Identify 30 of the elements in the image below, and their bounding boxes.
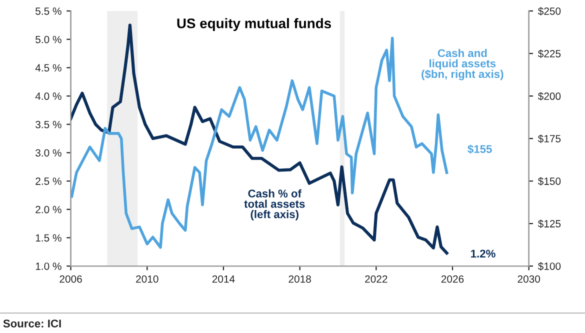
y2-tick-label: $100: [538, 262, 561, 271]
y-tick-label: 3.5 %: [36, 120, 62, 128]
y-tick-label: 2.0 %: [36, 206, 62, 214]
y-tick-label: 5.0 %: [36, 36, 62, 44]
y-tick-label: 3.0 %: [36, 149, 62, 157]
source-note: Source: ICI: [3, 320, 61, 328]
annotation: Cash % of total assets (left axis): [244, 189, 305, 220]
y-tick-label: 2.5 %: [36, 178, 62, 185]
y-tick-label: 4.5 %: [35, 64, 62, 72]
y-tick-label: 5.5 %: [36, 8, 62, 15]
x-tick-label: 2026: [441, 275, 464, 283]
y-tick-label: 1.5 %: [36, 234, 62, 242]
x-tick-label: 2010: [136, 275, 158, 283]
x-tick-label: 2018: [288, 275, 311, 283]
y2-tick-label: $175: [538, 134, 561, 144]
y2-tick-label: $200: [538, 92, 561, 101]
y2-tick-label: $250: [538, 7, 561, 16]
x-tick-label: 2014: [212, 275, 235, 283]
y-tick-label: 4.0 %: [35, 92, 62, 100]
x-tick-label: 2030: [518, 275, 540, 283]
y-tick-label: 1.0 %: [36, 262, 62, 270]
x-tick-label: 2006: [60, 275, 82, 283]
x-tick-label: 2022: [365, 275, 388, 283]
y2-tick-label: $150: [538, 177, 561, 186]
y2-tick-label: $225: [538, 50, 561, 58]
chart-title: US equity mutual funds: [177, 18, 331, 32]
annotation: Cash and liquid assets ($bn, right axis): [422, 48, 504, 80]
annotation: $155: [468, 144, 492, 154]
y2-tick-label: $125: [538, 220, 561, 228]
annotation: 1.2%: [471, 250, 496, 258]
